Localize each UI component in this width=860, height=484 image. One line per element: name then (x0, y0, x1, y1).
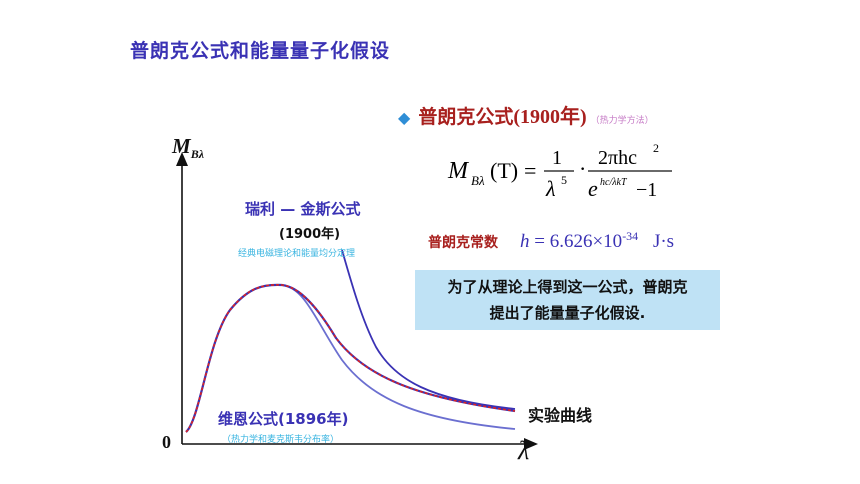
formula-frac2-num-sup: 2 (653, 141, 659, 155)
rayleigh-jeans-note: 经典电磁理论和能量均分定理 (238, 249, 356, 259)
planck-heading-text: 普朗克公式 (418, 106, 514, 128)
x-axis-arrow-icon (524, 438, 538, 450)
y-axis-arrow-icon (176, 152, 188, 166)
callout-line-2: 提出了能量量子化假设. (489, 304, 646, 322)
planck-year: (1900年) (513, 106, 587, 128)
rayleigh-jeans-year: (1900年) (279, 227, 341, 242)
planck-method-note: （热力学方法） (590, 116, 654, 126)
formula-lhs: M (447, 158, 470, 184)
constant-exponent: -34 (622, 229, 639, 243)
formula-frac2-den: e (588, 176, 598, 201)
slide-title: 普朗克公式和能量量子化假设 (130, 40, 391, 62)
rayleigh-jeans-label: 瑞利 — 金斯公式 (245, 200, 361, 218)
constant-unit: J·s (652, 231, 675, 252)
constant-number: = 6.626×10 (534, 231, 623, 252)
constant-symbol: h (520, 231, 530, 252)
wien-note: （热力学和麦克斯韦分布率） (222, 435, 340, 445)
x-axis-label: λ (518, 436, 530, 465)
formula-frac1-num: 1 (552, 147, 562, 169)
y-axis-label: MBλ (172, 134, 205, 162)
diamond-bullet-icon: ◆ (398, 108, 411, 127)
formula-frac2-num: 2πhc (598, 147, 637, 169)
planck-heading: ◆ 普朗克公式(1900年) （热力学方法） (398, 100, 654, 129)
planck-formula-svg: M Bλ (T) = 1 λ 5 · 2πhc 2 e hc/λkT −1 (447, 141, 672, 201)
planck-constant-value: h = 6.626×10-34 J·s (520, 229, 674, 253)
planck-constant-label: 普朗克常数 (428, 235, 498, 251)
quantization-callout: 为了从理论上得到这一公式，普朗克 提出了能量量子化假设. (415, 270, 720, 330)
callout-line-1: 为了从理论上得到这一公式，普朗克 (447, 278, 688, 296)
experimental-curve (185, 284, 516, 433)
formula-lhs-arg: (T) (490, 158, 518, 183)
origin-label: 0 (162, 432, 171, 452)
formula-lhs-sub: Bλ (471, 173, 485, 188)
experimental-curve-label: 实验曲线 (528, 406, 593, 425)
planck-formula: M Bλ (T) = 1 λ 5 · 2πhc 2 e hc/λkT −1 (440, 140, 680, 227)
rayleigh-jeans-curve (341, 249, 516, 410)
formula-frac1-den: λ (545, 176, 556, 201)
formula-frac1-den-sup: 5 (561, 173, 567, 187)
formula-dot: · (579, 156, 586, 181)
formula-frac2-den-tail: −1 (636, 179, 657, 201)
wien-label: 维恩公式(1896年) (218, 410, 349, 428)
formula-frac2-den-sup: hc/λkT (600, 177, 628, 188)
formula-eq: = (524, 158, 536, 183)
